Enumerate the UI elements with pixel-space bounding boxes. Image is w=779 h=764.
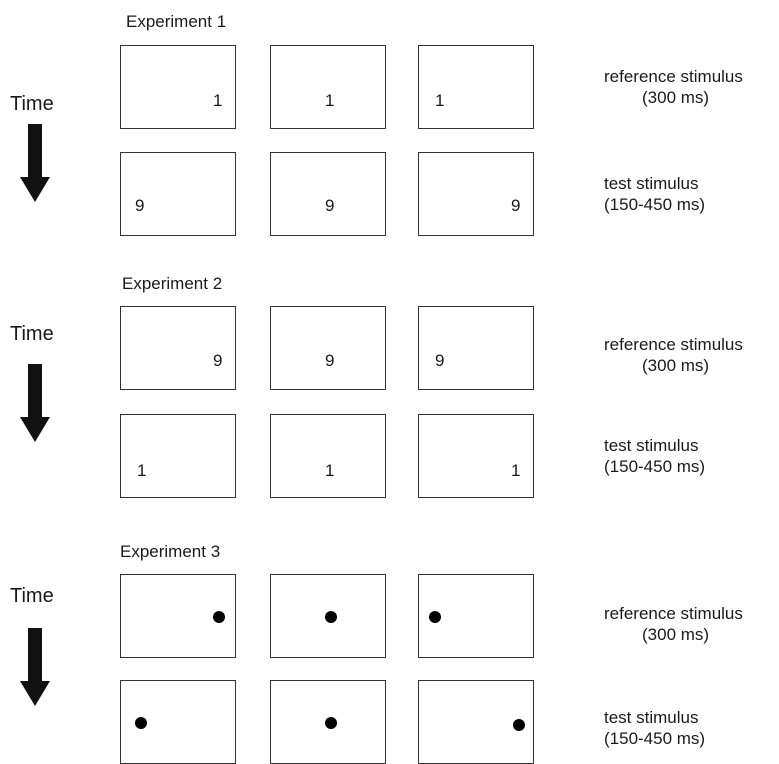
time-arrow-3	[20, 628, 50, 708]
exp3-test-dot-1	[135, 717, 147, 729]
exp3-test-box-3	[418, 680, 534, 764]
exp3-reference-label: reference stimulus (300 ms)	[604, 604, 743, 644]
exp3-reference-dot-1	[213, 611, 225, 623]
exp1-test-digit-3: 9	[511, 196, 521, 215]
exp3-reference-box-2	[270, 574, 386, 658]
time-label-1: Time	[10, 93, 54, 115]
exp2-test-label: test stimulus (150-450 ms)	[604, 436, 706, 476]
exp2-test-box-1: 1	[120, 414, 236, 498]
exp3-reference-dot-3	[429, 611, 441, 623]
exp2-reference-box-2: 9	[270, 306, 386, 390]
time-label-2: Time	[10, 323, 54, 345]
time-arrow-1	[20, 124, 50, 204]
exp1-reference-digit-1: 1	[213, 91, 223, 110]
exp2-reference-label: reference stimulus (300 ms)	[604, 335, 743, 375]
exp2-test-box-3: 1	[418, 414, 534, 498]
exp1-test-label: test stimulus (150-450 ms)	[604, 174, 706, 214]
exp2-test-box-2: 1	[270, 414, 386, 498]
exp1-test-digit-2: 9	[325, 196, 335, 215]
exp2-reference-digit-2: 9	[325, 351, 335, 370]
exp2-test-digit-3: 1	[511, 461, 521, 480]
exp1-test-box-3: 9	[418, 152, 534, 236]
exp3-test-box-1	[120, 680, 236, 764]
exp3-test-box-2	[270, 680, 386, 764]
exp1-reference-digit-2: 1	[325, 91, 335, 110]
experiment-2-title: Experiment 2	[122, 274, 223, 293]
experiment-1-title: Experiment 1	[126, 12, 227, 31]
exp3-reference-box-1	[120, 574, 236, 658]
time-arrow-2	[20, 364, 50, 444]
exp2-reference-digit-1: 9	[213, 351, 223, 370]
exp1-test-box-2: 9	[270, 152, 386, 236]
exp2-reference-box-3: 9	[418, 306, 534, 390]
exp3-test-dot-2	[325, 717, 337, 729]
exp3-test-dot-3	[513, 719, 525, 731]
exp1-test-box-1: 9	[120, 152, 236, 236]
exp1-reference-box-1: 1	[120, 45, 236, 129]
exp3-reference-dot-2	[325, 611, 337, 623]
exp2-test-digit-1: 1	[137, 461, 147, 480]
exp1-test-digit-1: 9	[135, 196, 145, 215]
exp2-test-digit-2: 1	[325, 461, 335, 480]
exp3-test-label: test stimulus (150-450 ms)	[604, 708, 706, 748]
exp1-reference-box-2: 1	[270, 45, 386, 129]
time-label-3: Time	[10, 585, 54, 607]
exp1-reference-box-3: 1	[418, 45, 534, 129]
exp2-reference-digit-3: 9	[435, 351, 445, 370]
exp1-reference-digit-3: 1	[435, 91, 445, 110]
experiment-3-title: Experiment 3	[120, 542, 221, 561]
exp1-reference-label: reference stimulus (300 ms)	[604, 67, 743, 107]
exp3-reference-box-3	[418, 574, 534, 658]
exp2-reference-box-1: 9	[120, 306, 236, 390]
